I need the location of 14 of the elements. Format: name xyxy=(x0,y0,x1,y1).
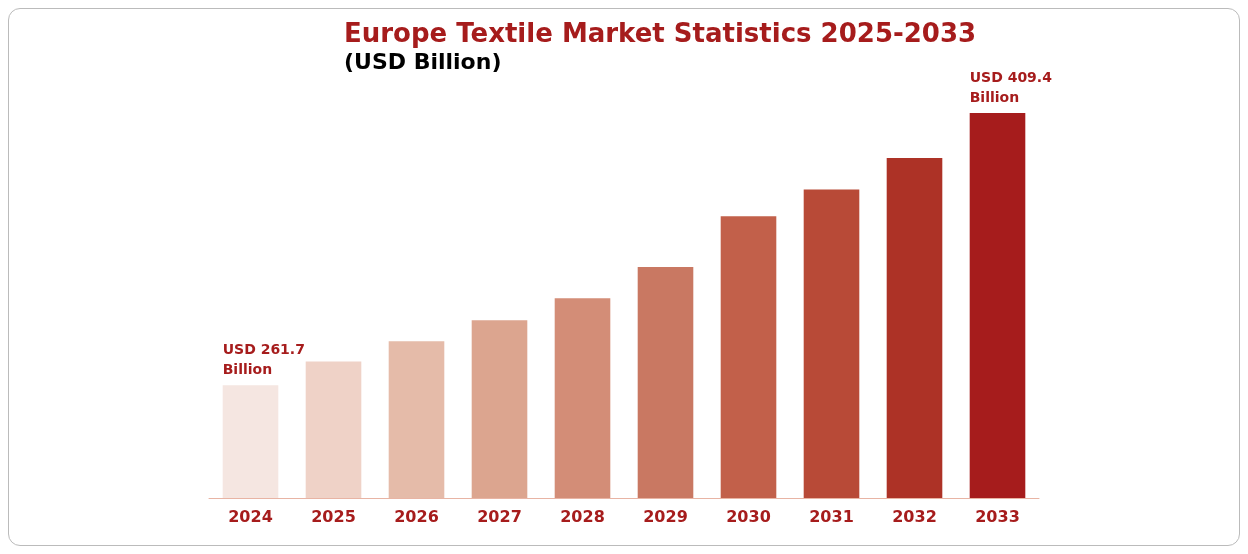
x-tick-label: 2030 xyxy=(726,506,771,526)
x-tick-label: 2028 xyxy=(560,506,605,526)
x-tick-label: 2029 xyxy=(643,506,688,526)
x-tick-label: 2025 xyxy=(311,506,356,526)
chart-title: Europe Textile Market Statistics 2025-2033 xyxy=(344,18,977,48)
x-tick-label: 2031 xyxy=(809,506,854,526)
chart-subtitle: (USD Billion) xyxy=(344,48,502,74)
x-tick-label: 2032 xyxy=(892,506,937,526)
data-label: USD 409.4 Billion xyxy=(969,69,1057,105)
x-tick-label: 2024 xyxy=(228,506,273,526)
x-tick-label: 2026 xyxy=(394,506,439,526)
data-label: USD 261.7 Billion xyxy=(222,341,310,378)
x-tick-label: 2027 xyxy=(477,506,522,526)
x-tick-label: 2033 xyxy=(975,506,1020,526)
